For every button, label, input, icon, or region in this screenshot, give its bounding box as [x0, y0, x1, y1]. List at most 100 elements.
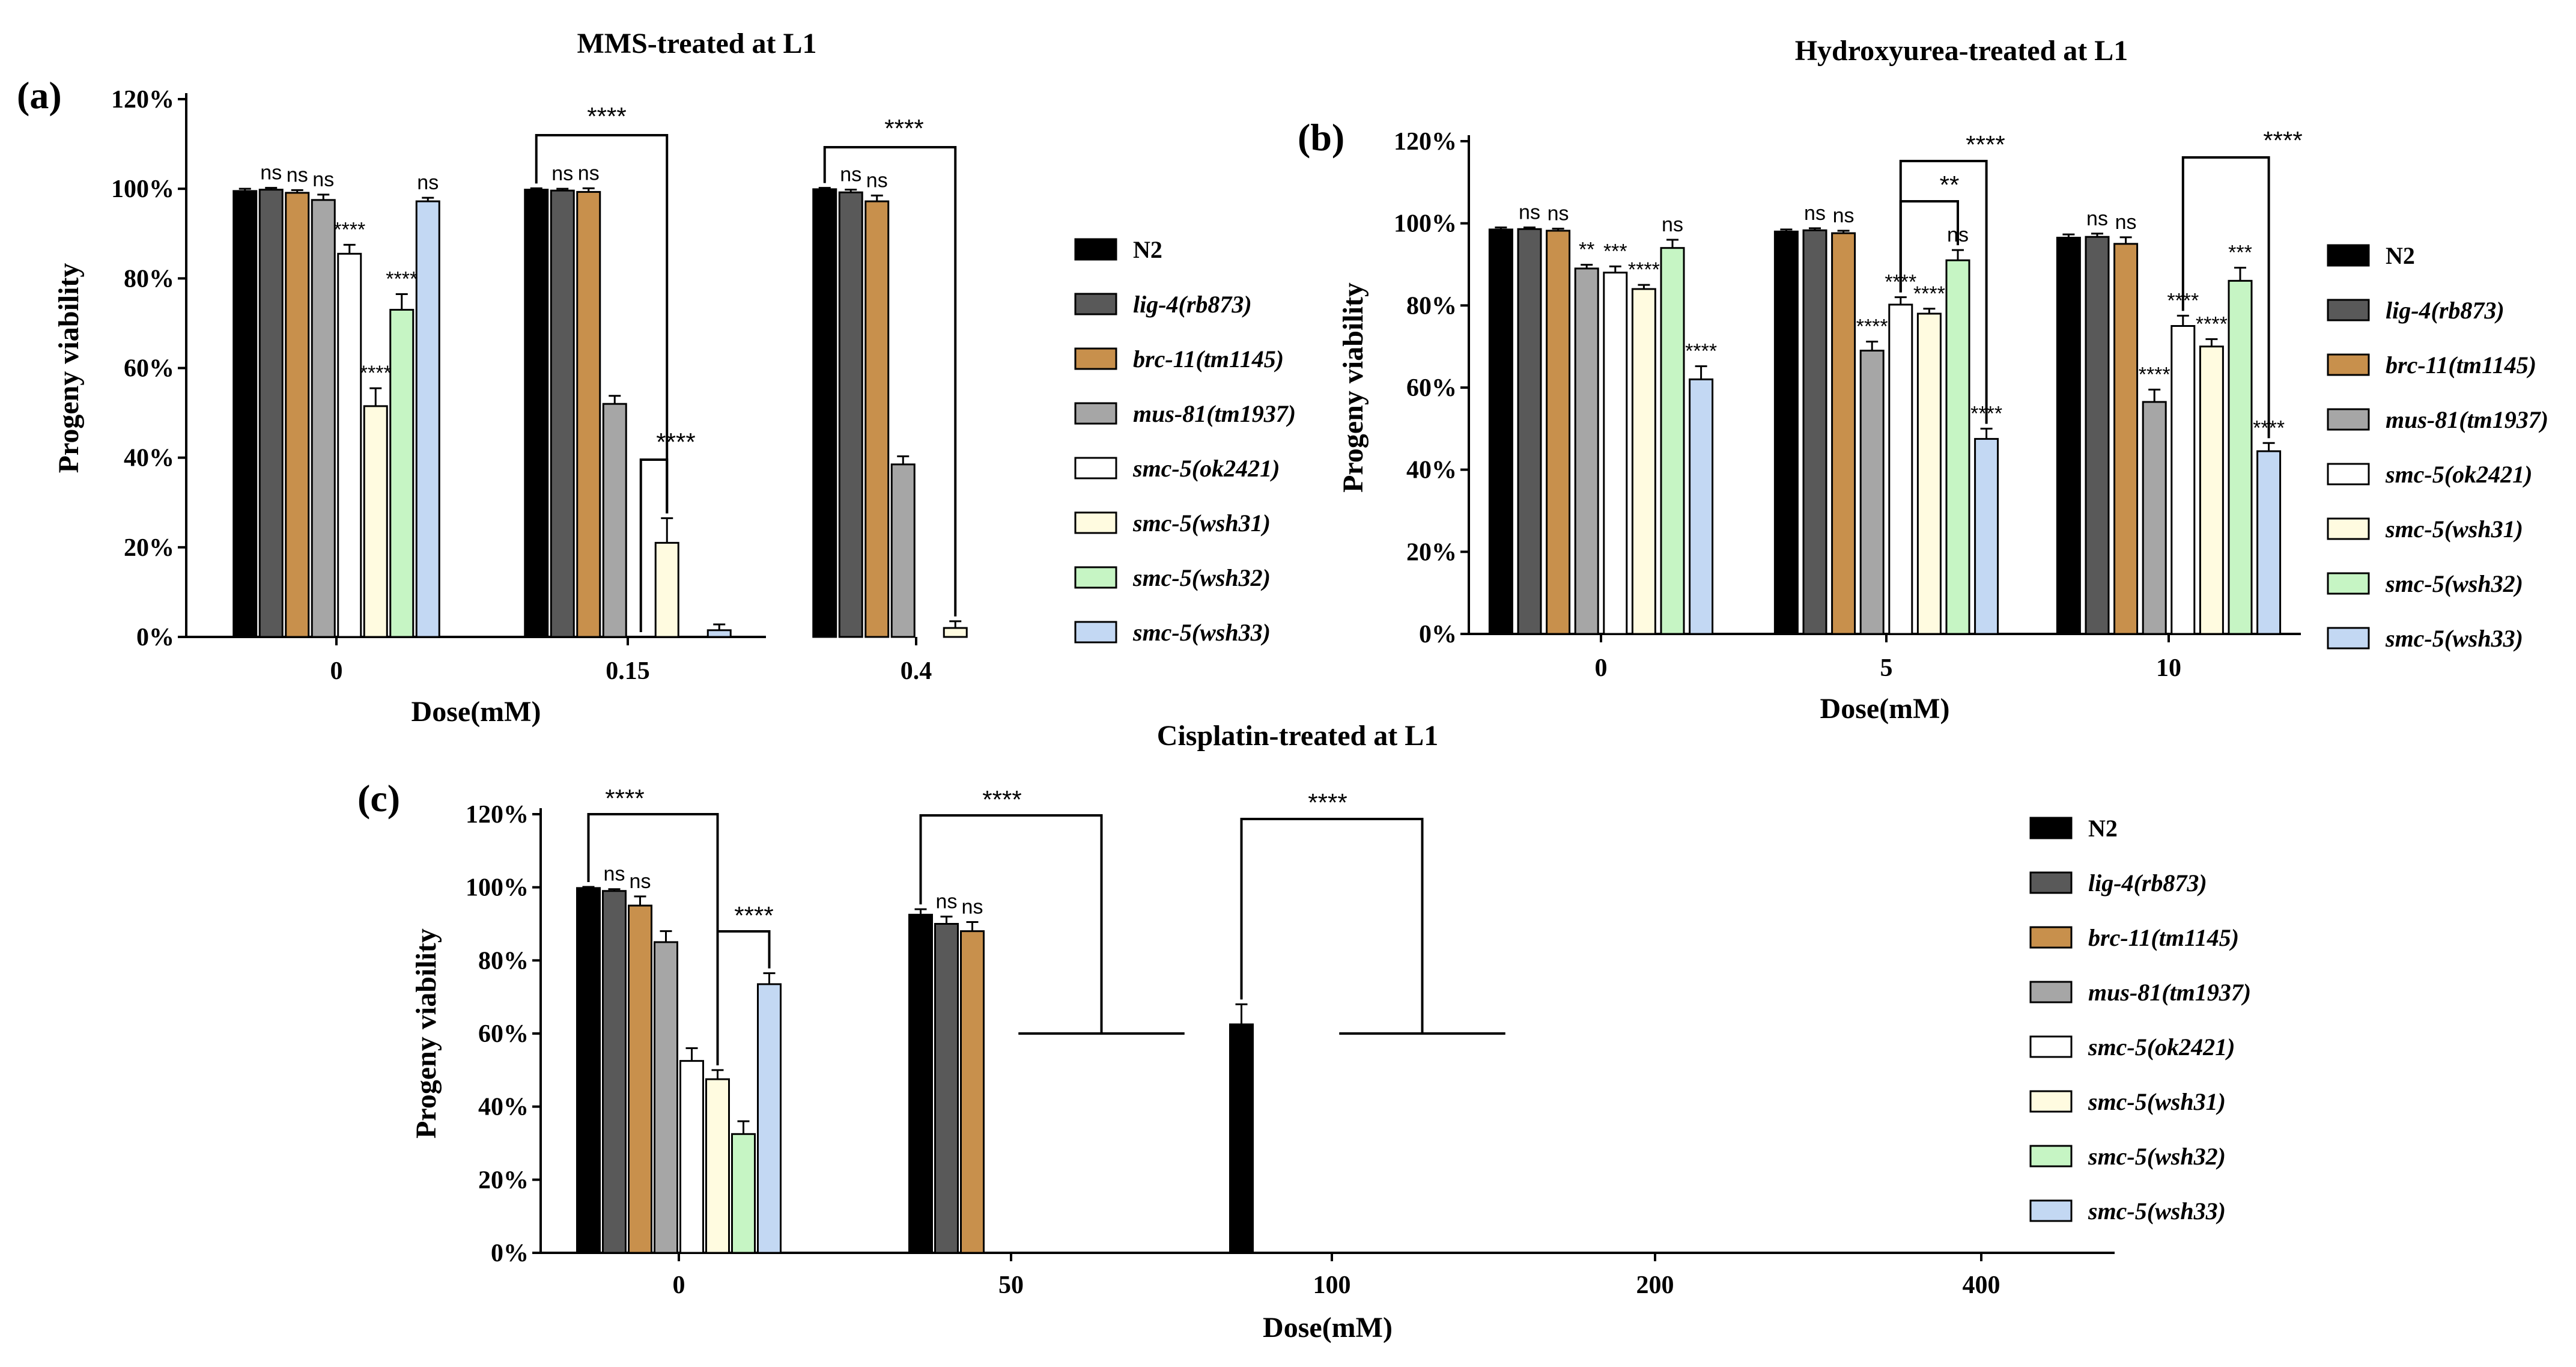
x-axis-label: Dose(mM) [1263, 1312, 1393, 1344]
panel-label: (a) [17, 74, 62, 117]
significance-label: **** [2196, 312, 2228, 335]
bar [1517, 228, 1542, 635]
y-tick-label: 100% [466, 874, 529, 902]
legend-label: mus-81(tm1937) [1133, 400, 1296, 427]
legend-swatch [1074, 457, 1117, 480]
y-tick-label: 40% [478, 1094, 529, 1121]
chart-title: MMS-treated at L1 [577, 28, 817, 59]
legend-swatch [2029, 871, 2073, 894]
bar [1574, 267, 1599, 635]
panel-b: Hydroxyurea-treated at L1 (b) 0% 20% 40% 60% 8… [1298, 35, 2548, 725]
significance-label: **** [386, 267, 418, 290]
x-tick-label: 200 [1636, 1271, 1674, 1299]
legend-swatch [2029, 1035, 2073, 1058]
bar [757, 983, 782, 1254]
y-tick-label: 60% [478, 1020, 529, 1048]
bar [1831, 232, 1856, 635]
bar [1603, 272, 1628, 635]
significance-bracket [1240, 818, 1505, 1035]
bar [2085, 236, 2110, 635]
bar [2256, 450, 2282, 635]
significance-label: ns [1662, 213, 1683, 236]
y-tick-label: 80% [1406, 292, 1457, 320]
bracket-label: **** [884, 114, 923, 142]
y-tick-label: 80% [478, 947, 529, 975]
significance-bracket [1899, 200, 1959, 293]
significance-label: ns [417, 171, 439, 194]
y-tick-label: 0% [491, 1240, 529, 1267]
significance-label: ** [1579, 239, 1594, 261]
legend-label: smc-5(wsh33) [2385, 625, 2523, 652]
significance-label: ns [936, 890, 958, 913]
y-axis-label: Progeny viability [1337, 282, 1369, 493]
x-tick-label: 0 [1595, 654, 1608, 682]
bar [2199, 346, 2224, 635]
legend-swatch [2029, 1090, 2073, 1113]
significance-label: ns [1804, 202, 1826, 225]
legend-swatch [1074, 347, 1117, 370]
legend-swatch [1074, 621, 1117, 644]
bar [934, 923, 959, 1254]
legend-label: smc-5(ok2421) [1132, 455, 1280, 482]
bar [1974, 437, 1999, 635]
legend-label: mus-81(tm1937) [2386, 406, 2548, 433]
legend-label: N2 [2386, 242, 2415, 269]
bar [812, 188, 837, 638]
bar [960, 930, 985, 1254]
chart-title: Hydroxyurea-treated at L1 [1795, 35, 2128, 67]
significance-label: ns [866, 169, 888, 192]
bracket-label: **** [656, 428, 695, 456]
x-tick-label: 5 [1880, 654, 1893, 682]
legend-swatch [2029, 1145, 2073, 1168]
legend-swatch [2327, 244, 2370, 267]
legend-swatch [2327, 353, 2370, 376]
significance-label: ns [630, 870, 651, 893]
significance-bracket [716, 930, 771, 1065]
bar [2113, 243, 2139, 635]
bar [731, 1133, 756, 1254]
bar [2228, 279, 2253, 635]
bar [258, 189, 284, 638]
bracket-label: **** [982, 785, 1021, 814]
legend-swatch [1074, 238, 1117, 261]
bar [1945, 259, 1970, 635]
bar [705, 1078, 730, 1254]
significance-label: **** [1856, 315, 1888, 338]
legend-label: smc-5(wsh31) [2385, 516, 2523, 543]
bar [524, 189, 549, 638]
y-tick-label: 100% [1394, 210, 1457, 238]
x-tick-label: 0.4 [901, 657, 932, 685]
bar [706, 629, 732, 638]
x-axis-label: Dose(mM) [1820, 693, 1950, 725]
legend-swatch [1074, 511, 1117, 534]
significance-label: ns [1548, 202, 1569, 225]
y-tick-label: 40% [1406, 457, 1457, 484]
bracket-label: **** [1966, 130, 2005, 159]
legend-label: smc-5(wsh31) [1132, 510, 1271, 537]
significance-label: **** [1628, 258, 1660, 281]
legend-swatch [2327, 517, 2370, 540]
bar [1773, 230, 1799, 635]
significance-label: **** [360, 362, 392, 385]
significance-label: ns [1519, 201, 1540, 224]
significance-label: *** [2228, 241, 2252, 264]
bar [363, 405, 388, 638]
x-tick-label: 0 [330, 657, 343, 685]
significance-label: ns [840, 163, 861, 186]
bar [908, 913, 933, 1254]
bar [232, 190, 258, 638]
bracket-label: **** [587, 102, 626, 130]
legend-label: lig-4(rb873) [1133, 291, 1252, 318]
bar [550, 189, 575, 638]
panel-label: (c) [357, 777, 400, 820]
y-tick-label: 80% [124, 265, 174, 293]
x-tick-label: 10 [2156, 654, 2181, 682]
significance-label: ns [287, 163, 308, 186]
significance-label: **** [333, 218, 365, 241]
legend-label: N2 [2088, 815, 2118, 842]
legend-label: smc-5(ok2421) [2385, 461, 2532, 488]
legend-swatch [2327, 627, 2370, 650]
legend-label: smc-5(ok2421) [2088, 1034, 2235, 1061]
legend-swatch [2327, 408, 2370, 431]
y-tick-label: 120% [466, 801, 529, 829]
